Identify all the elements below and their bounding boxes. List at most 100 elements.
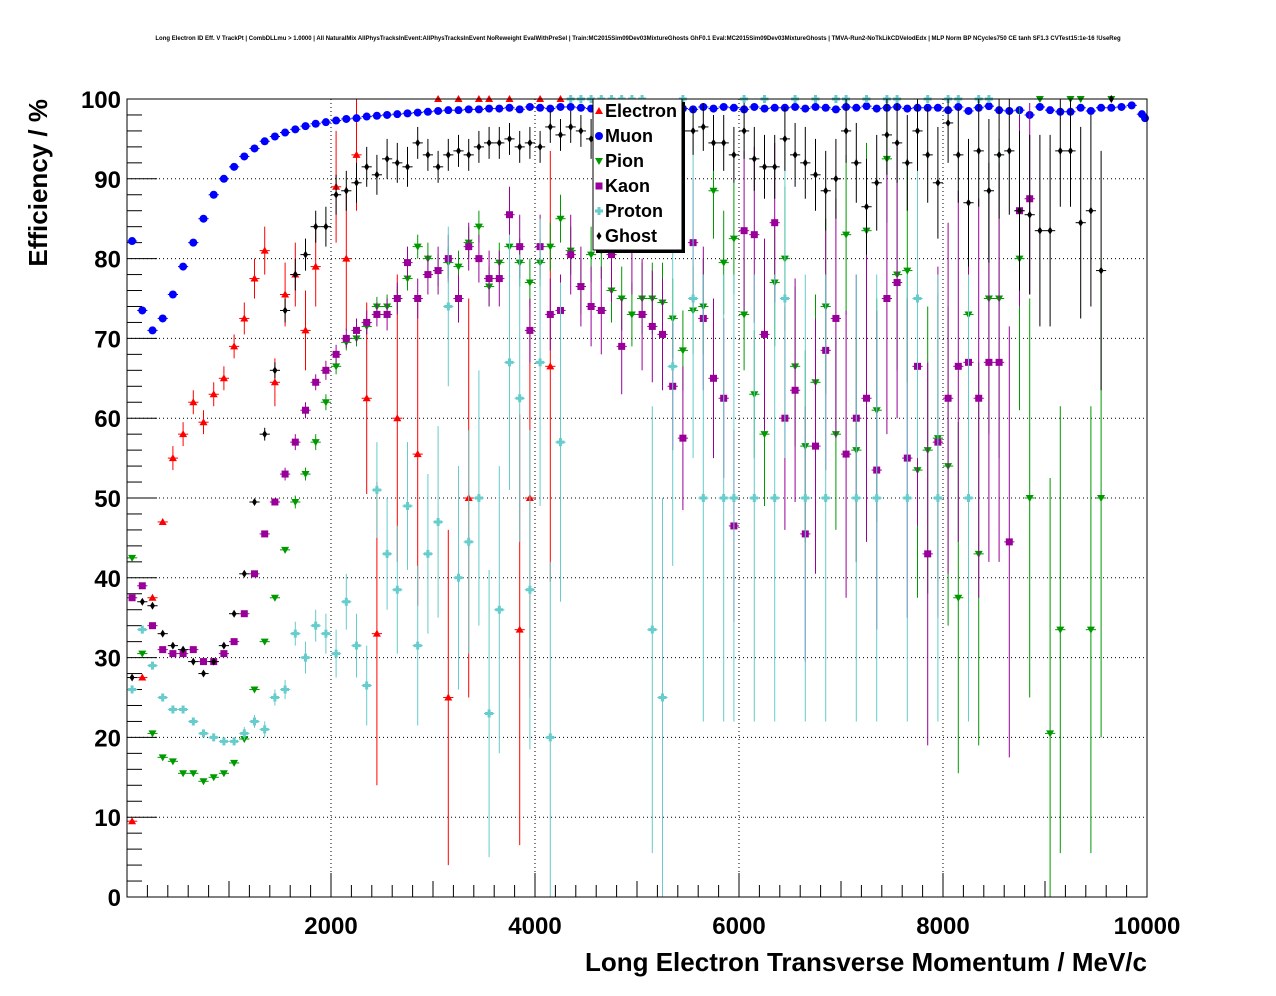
pion-marker <box>189 770 198 778</box>
muon-marker <box>230 162 239 171</box>
legend-label: Kaon <box>605 176 650 196</box>
electron-point <box>412 302 423 606</box>
ghost-marker <box>894 138 900 147</box>
ghost-marker <box>966 198 971 207</box>
muon-marker <box>454 106 463 115</box>
muon-point <box>280 128 291 137</box>
pion-point <box>1045 478 1056 897</box>
kaon-marker <box>138 582 146 590</box>
proton-point <box>871 274 882 722</box>
proton-point <box>800 274 811 722</box>
kaon-marker <box>597 306 605 314</box>
muon-marker <box>403 109 412 118</box>
muon-point <box>830 105 841 114</box>
y-tick-label: 30 <box>94 646 121 673</box>
ghost-marker <box>976 146 982 155</box>
muon-marker <box>474 105 483 114</box>
ghost-point <box>943 99 954 163</box>
electron-marker <box>209 390 218 398</box>
electron-marker <box>179 430 188 438</box>
ghost-point <box>1004 99 1015 215</box>
kaon-point <box>1004 326 1015 758</box>
muon-marker <box>831 105 840 114</box>
muon-point <box>157 314 168 323</box>
muon-point <box>851 103 862 112</box>
kaon-marker <box>189 646 197 654</box>
proton-point <box>698 274 709 722</box>
ghost-point <box>392 142 403 183</box>
ghost-marker <box>1068 146 1073 155</box>
kaon-marker <box>985 358 993 366</box>
pion-marker <box>250 686 259 694</box>
muon-point <box>453 106 464 115</box>
proton-marker <box>199 729 208 738</box>
muon-point <box>371 111 382 120</box>
kaon-marker <box>455 295 462 302</box>
ghost-marker <box>405 162 410 171</box>
ghost-marker <box>853 158 859 167</box>
electron-point <box>443 529 454 866</box>
electron-marker <box>362 394 371 402</box>
y-tick-label: 0 <box>108 885 121 912</box>
x-tick-label: 6000 <box>712 913 765 940</box>
ghost-marker <box>180 645 186 654</box>
muon-marker <box>1127 101 1136 110</box>
kaon-marker <box>291 438 299 446</box>
kaon-point <box>402 246 413 279</box>
kaon-marker <box>363 318 371 326</box>
ghost-marker <box>252 497 257 506</box>
ghost-point <box>790 122 801 187</box>
muon-point <box>932 103 943 112</box>
x-tick-label: 10000 <box>1114 913 1181 940</box>
electron-marker <box>393 414 402 422</box>
proton-marker <box>474 494 483 502</box>
pion-point <box>157 754 168 762</box>
ghost-point <box>300 238 311 271</box>
ghost-point <box>402 146 413 187</box>
muon-marker <box>158 314 167 323</box>
kaon-point <box>881 162 892 435</box>
ghost-point <box>167 641 178 650</box>
kaon-marker <box>261 530 269 538</box>
y-tick-label: 20 <box>94 725 121 752</box>
kaon-marker <box>169 650 177 658</box>
muon-point <box>728 103 739 112</box>
kaon-point <box>239 610 250 618</box>
kaon-marker <box>863 394 870 402</box>
kaon-marker <box>761 330 768 338</box>
kaon-marker <box>812 442 819 450</box>
proton-marker <box>219 737 228 746</box>
proton-point <box>167 705 178 714</box>
ghost-marker <box>190 657 196 666</box>
proton-marker <box>158 693 167 702</box>
ghost-marker <box>711 138 716 147</box>
proton-marker <box>903 494 912 502</box>
proton-point <box>514 254 525 542</box>
pion-marker <box>525 279 534 287</box>
kaon-point <box>361 310 372 335</box>
ghost-marker <box>884 130 890 139</box>
kaon-point <box>382 298 393 331</box>
kaon-point <box>790 278 801 502</box>
ghost-marker <box>864 202 869 211</box>
ghost-point <box>249 497 260 506</box>
kaon-point <box>973 198 984 598</box>
ghost-point <box>524 126 535 159</box>
muon-point <box>1085 106 1096 115</box>
kaon-marker <box>404 259 411 267</box>
kaon-point <box>545 278 556 351</box>
kaon-point <box>830 198 841 439</box>
ghost-marker <box>1098 266 1104 275</box>
ghost-marker <box>1037 226 1043 235</box>
proton-point <box>494 466 505 754</box>
muon-marker <box>148 326 157 335</box>
pion-point <box>300 467 311 481</box>
muon-marker <box>1097 103 1106 112</box>
x-tick-label: 8000 <box>916 913 969 940</box>
pion-point <box>127 554 138 562</box>
proton-marker <box>321 629 330 638</box>
kaon-point <box>463 222 474 271</box>
y-tick-label: 60 <box>94 406 121 433</box>
pion-marker <box>1025 495 1034 502</box>
pion-point <box>167 758 178 766</box>
